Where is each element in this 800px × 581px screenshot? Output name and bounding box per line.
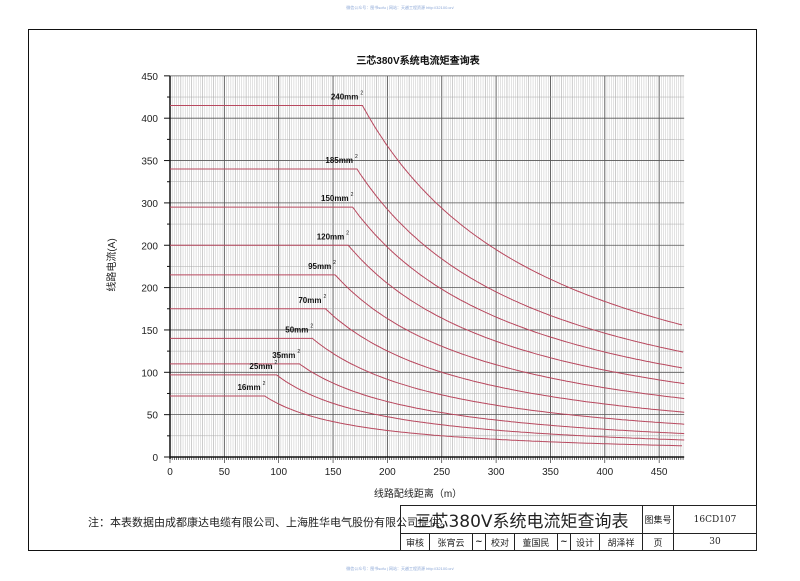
svg-text:2: 2 (263, 381, 266, 387)
y-tick-label: 400 (141, 114, 158, 125)
curve-label: 70mm (298, 296, 321, 305)
curve-240mm2 (170, 104, 683, 326)
title-block: 三芯380V系统电流矩查询表 图集号 16CD107 审核 张宵云 ~ 校对 董… (399, 505, 757, 551)
page-no: 30 (673, 533, 757, 551)
y-tick-label: 200 (141, 284, 158, 295)
curve-35mm2 (170, 363, 685, 435)
x-tick-label: 0 (167, 467, 173, 478)
designer: 胡泽祥 (599, 533, 643, 551)
y-tick-label: 350 (141, 157, 158, 168)
watermark-bottom: 微信公众号：图书sofu | 网站：天越工程资源 http://32100.cn… (346, 566, 454, 571)
svg-text:2: 2 (346, 230, 349, 236)
curve-label: 16mm (237, 383, 260, 392)
curve-label: 240mm (331, 92, 359, 101)
y-tick-label: 0 (152, 453, 158, 464)
y-tick-label: 450 (141, 72, 158, 83)
svg-text:2: 2 (333, 260, 336, 266)
atlas-label: 图集号 (642, 505, 674, 534)
x-tick-label: 400 (596, 467, 613, 478)
curve-label: 120mm (317, 232, 345, 241)
x-tick-label: 350 (542, 467, 559, 478)
svg-text:2: 2 (275, 360, 278, 366)
review-label: 审核 (399, 533, 431, 551)
reviewer-signature: ~ (471, 533, 486, 551)
titleblock-title: 三芯380V系统电流矩查询表 (400, 505, 643, 534)
curve-95mm2 (170, 274, 685, 399)
atlas-no: 16CD107 (673, 505, 757, 534)
svg-text:2: 2 (323, 294, 326, 300)
curve-120mm2 (170, 244, 685, 385)
checker: 董国民 (514, 533, 558, 551)
svg-text:2: 2 (297, 349, 300, 355)
y-tick-label: 300 (141, 199, 158, 210)
curve-label: 150mm (321, 194, 349, 203)
svg-text:2: 2 (355, 154, 358, 160)
x-tick-label: 300 (488, 467, 505, 478)
curve-50mm2 (170, 337, 685, 425)
svg-text:2: 2 (310, 323, 313, 329)
curve-185mm2 (170, 168, 684, 353)
note-text: 注：本表数据由成都康达电缆有限公司、上海胜华电气股份有限公司提供。 (88, 516, 451, 529)
x-tick-label: 200 (379, 467, 396, 478)
curve-label: 50mm (285, 325, 308, 334)
curve-25mm2 (170, 374, 685, 441)
y-tick-label: 50 (147, 411, 159, 422)
x-axis-label: 线路配线距离（m） (374, 487, 462, 500)
svg-text:2: 2 (360, 90, 363, 96)
x-tick-label: 100 (270, 467, 287, 478)
x-tick-label: 150 (325, 467, 342, 478)
check-label: 校对 (484, 533, 516, 551)
y-axis-label: 线路电流(A) (105, 238, 118, 291)
y-tick-label: 150 (141, 326, 158, 337)
curve-16mm2 (170, 395, 682, 447)
chart-title: 三芯380V系统电流矩查询表 (356, 54, 480, 67)
curve-70mm2 (170, 308, 685, 413)
y-tick-label: 100 (141, 368, 158, 379)
curve-label: 35mm (272, 351, 295, 360)
watermark-top: 微信公众号：图书sofu | 网站：天越工程资源 http://32100.cn… (346, 5, 454, 10)
svg-text:2: 2 (351, 192, 354, 198)
reviewer: 张宵云 (429, 533, 473, 551)
x-tick-label: 250 (433, 467, 450, 478)
curve-label: 95mm (308, 262, 331, 271)
drawing-frame (28, 29, 757, 551)
y-tick-label: 200 (141, 241, 158, 252)
curve-label: 25mm (249, 362, 272, 371)
x-tick-label: 450 (651, 467, 668, 478)
x-tick-label: 50 (219, 467, 231, 478)
curve-150mm2 (170, 206, 683, 369)
design-label: 设计 (569, 533, 601, 551)
curve-label: 185mm (325, 156, 353, 165)
page-label: 页 (642, 533, 674, 551)
checker-signature: ~ (556, 533, 571, 551)
